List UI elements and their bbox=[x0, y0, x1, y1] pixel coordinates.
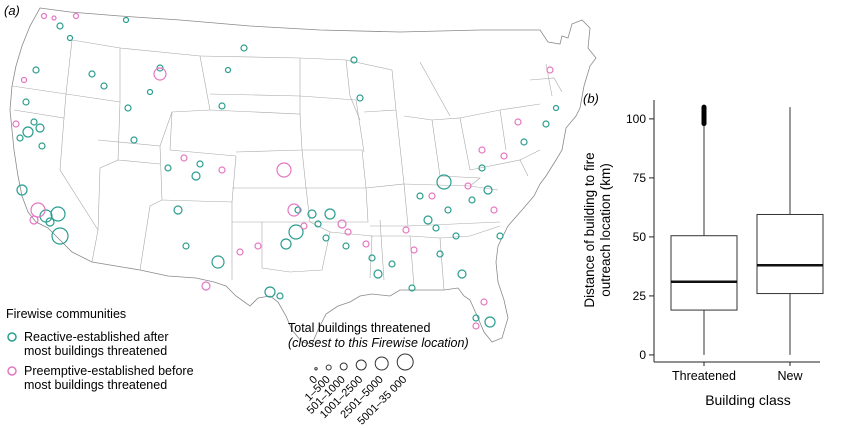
box bbox=[756, 213, 824, 295]
panel-b-label: (b) bbox=[583, 91, 599, 106]
size-class-circle bbox=[325, 364, 332, 371]
size-class-circle bbox=[339, 362, 348, 371]
x-tick-label: Threatened bbox=[672, 369, 736, 383]
panel-b: (b) 0 25 50 75 100 Threatened New Building cla… bbox=[582, 91, 824, 408]
reactive-markers bbox=[16, 16, 560, 328]
y-tick-label: 50 bbox=[633, 230, 647, 244]
firewise-markers bbox=[12, 12, 560, 330]
legend-title: Firewise communities bbox=[6, 307, 126, 321]
boxplot: 0 25 50 75 100 Threatened New bbox=[626, 100, 824, 383]
x-tick-label: New bbox=[777, 369, 803, 383]
reactive-legend-icon bbox=[7, 332, 17, 342]
box bbox=[670, 235, 738, 311]
size-class-circle bbox=[355, 359, 367, 371]
y-tick-label: 75 bbox=[633, 171, 647, 185]
y-tick-label: 100 bbox=[626, 112, 646, 126]
y-tick-label: 0 bbox=[639, 348, 646, 362]
size-class-circle bbox=[314, 367, 318, 371]
color-legend: Firewise communities Reactive-establishe… bbox=[6, 307, 194, 392]
size-legend-items: 01–500501–10001001–25002501–50005001–35 … bbox=[303, 353, 414, 428]
x-axis-label: Building class bbox=[705, 392, 791, 408]
state-boundaries bbox=[11, 39, 563, 291]
legend-reactive-line2: most buildings threatened bbox=[24, 344, 167, 358]
size-class-circle bbox=[396, 353, 414, 371]
size-legend-subtitle: (closest to this Firewise location) bbox=[288, 336, 469, 350]
preemptive-markers bbox=[12, 12, 554, 330]
preemptive-legend-icon bbox=[7, 366, 17, 376]
legend-preemptive-line1: Preemptive-established before bbox=[24, 364, 194, 378]
legend-preemptive-line2: most buildings threatened bbox=[24, 378, 167, 392]
y-axis-label-line2: outreach location (km) bbox=[598, 163, 613, 297]
panel-a: (a) bbox=[4, 3, 597, 428]
us-map-outline bbox=[9, 7, 597, 345]
size-class-circle bbox=[374, 356, 389, 371]
y-axis-label-line1: Distance of building to fire bbox=[582, 152, 597, 307]
panel-a-label: (a) bbox=[4, 3, 20, 18]
legend-reactive-line1: Reactive-established after bbox=[24, 330, 169, 344]
y-tick-label: 25 bbox=[633, 289, 647, 303]
size-legend: Total buildings threatened (closest to t… bbox=[288, 321, 469, 428]
size-legend-title: Total buildings threatened bbox=[288, 321, 431, 335]
